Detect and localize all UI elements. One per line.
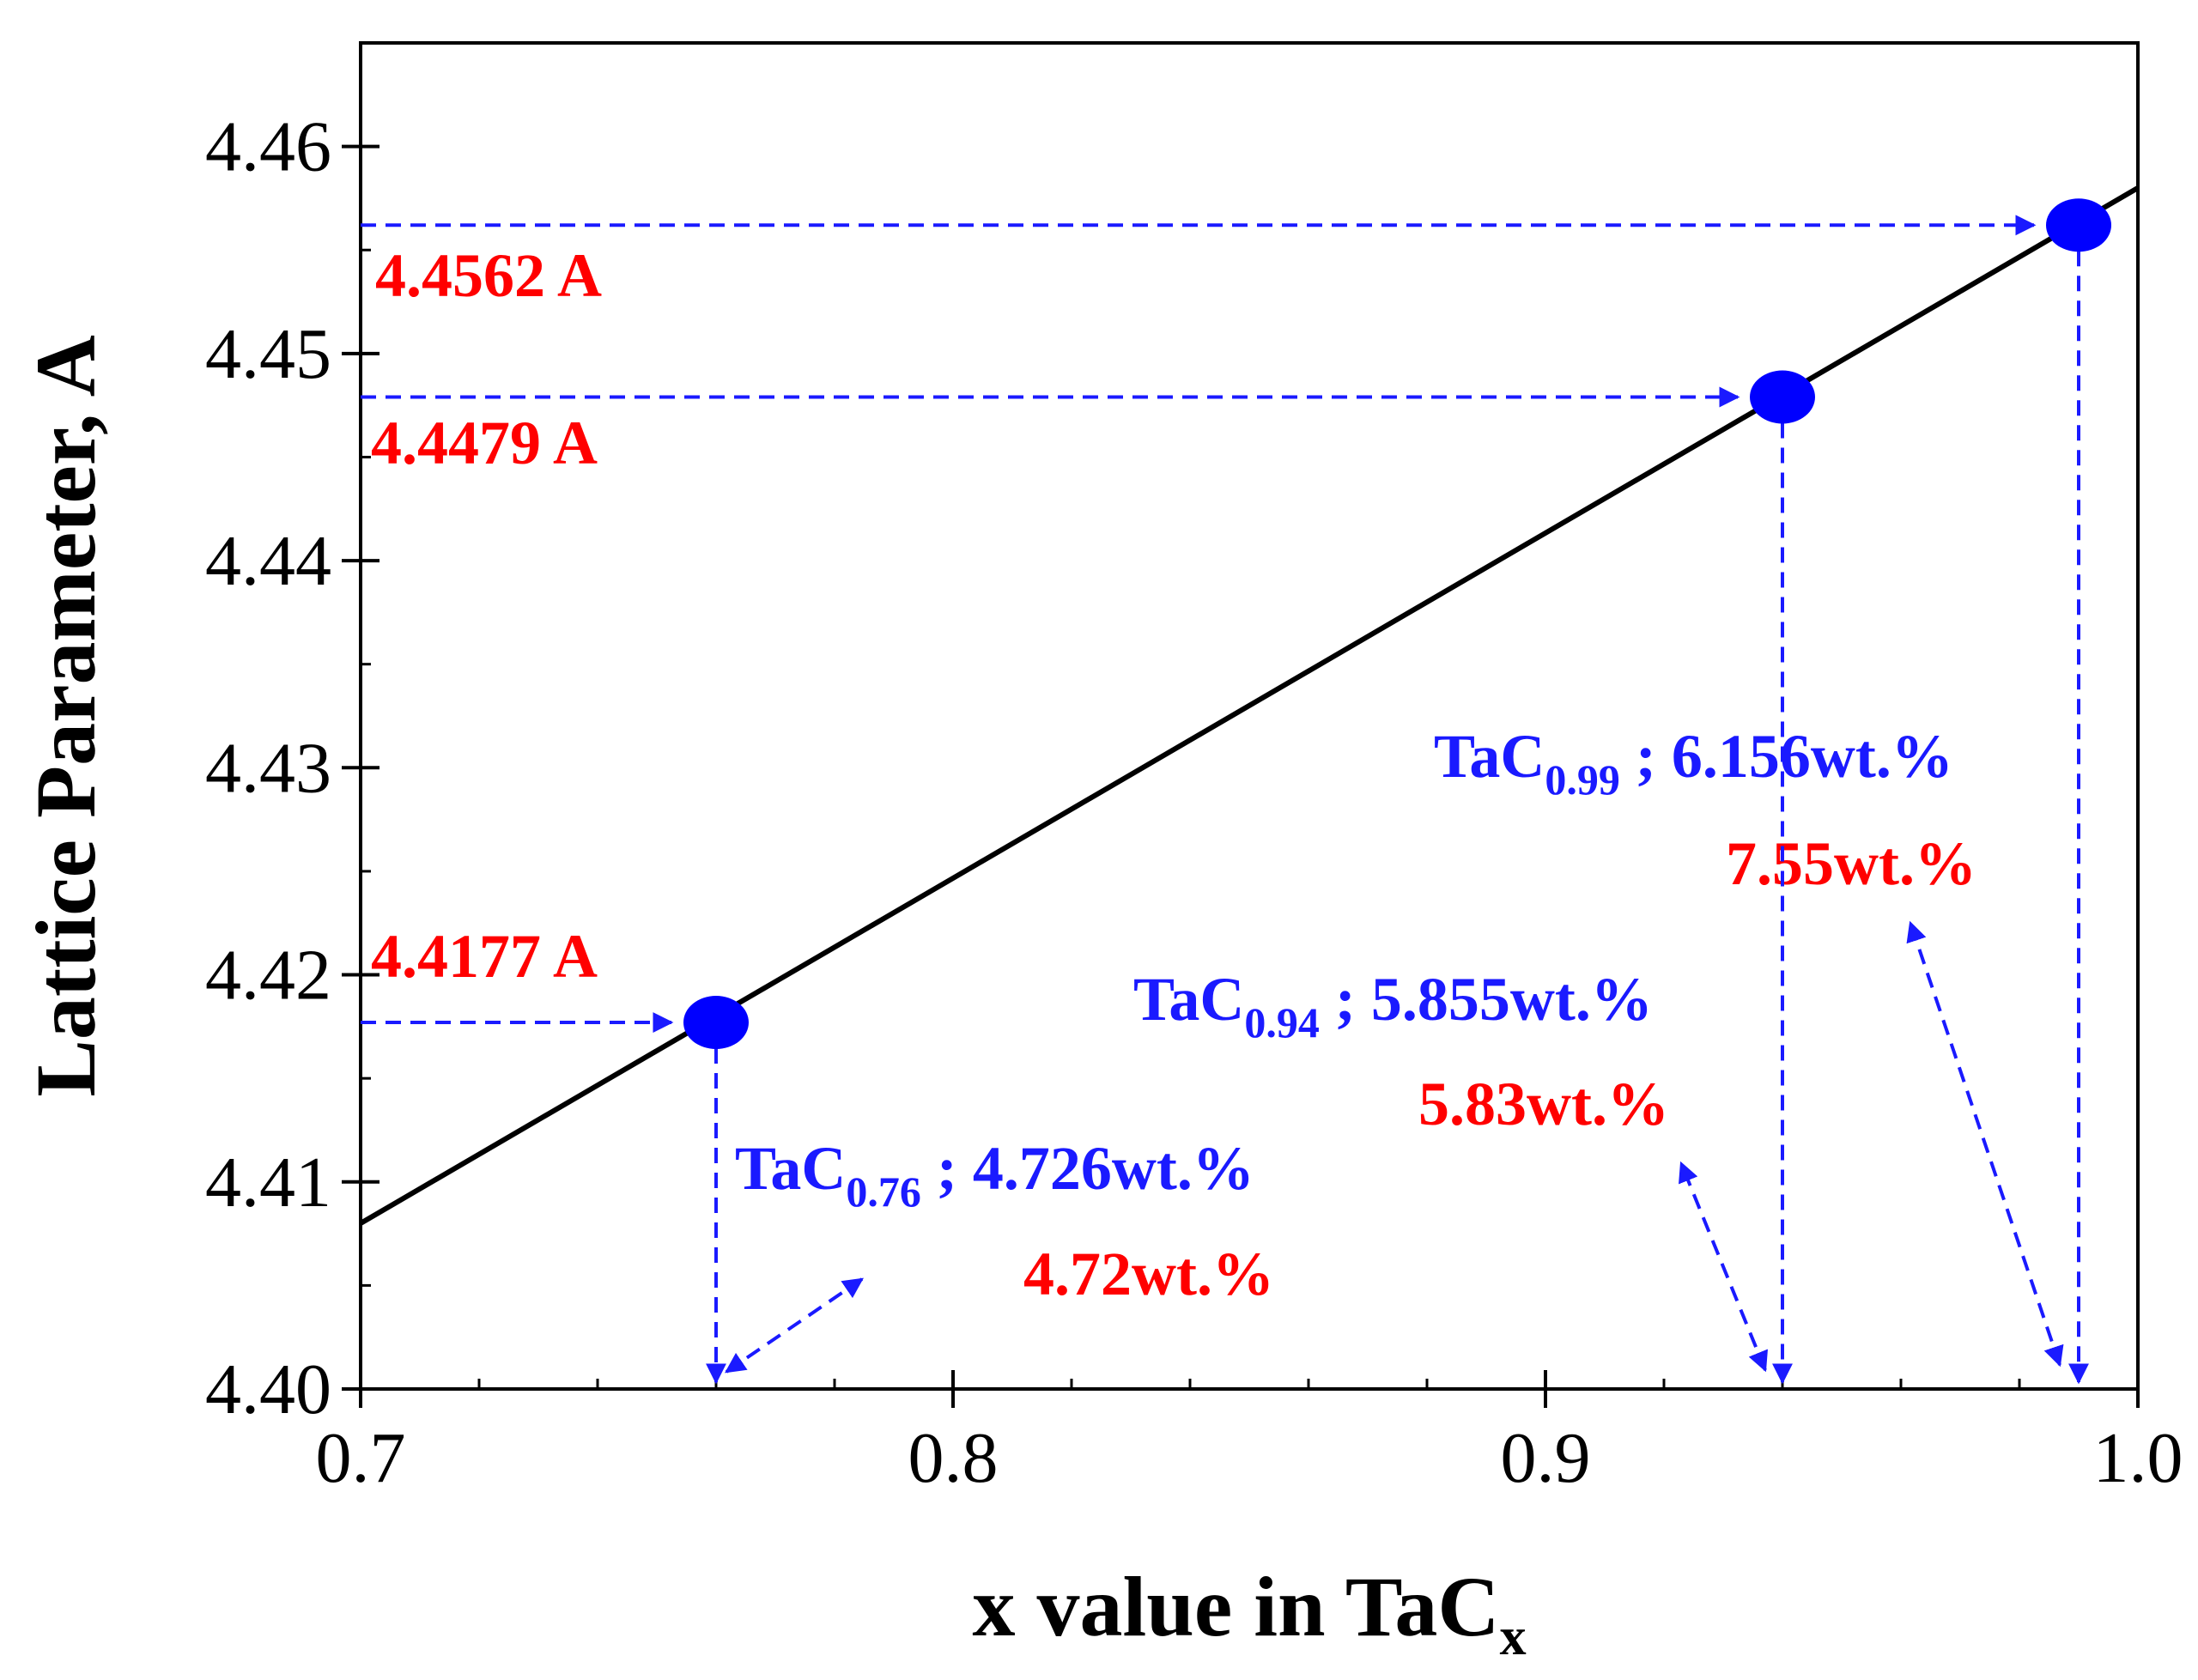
x-axis-title-main: x value in TaC (972, 1559, 1499, 1654)
fit-line (359, 185, 2140, 1226)
lattice-label-1: 4.4479 A (371, 409, 598, 477)
composition-label-1: TaC0.94 ; 5.855wt.% (1133, 965, 1653, 1046)
composition-subscript-2: 0.99 (1545, 755, 1620, 804)
diagonal-double-arrow (1679, 1161, 1768, 1373)
composition-wt-2: ; 6.156wt.% (1620, 722, 1953, 791)
data-point (1750, 370, 1815, 424)
y-axis-title: Lattice Parameter, A (18, 335, 113, 1097)
plot-frame (359, 41, 2140, 1391)
x-tick-label: 0.7 (316, 1418, 406, 1498)
x-tick-label: 0.9 (1501, 1418, 1591, 1498)
y-tick-label: 4.41 (205, 1143, 331, 1222)
composition-formula-0: TaC (735, 1134, 846, 1203)
y-tick-label: 4.43 (205, 728, 331, 808)
composition-subscript-1: 0.94 (1244, 998, 1320, 1046)
composition-formula-2: TaC (1434, 722, 1545, 791)
composition-wt-1: ; 5.855wt.% (1320, 965, 1653, 1034)
x-tick-label: 0.8 (908, 1418, 999, 1498)
diagonal-double-arrow (725, 1277, 864, 1374)
measured-label-0: 4.72wt.% (1023, 1240, 1274, 1308)
y-tick-label: 4.40 (205, 1349, 331, 1429)
composition-wt-0: ; 4.726wt.% (921, 1134, 1254, 1203)
data-point (683, 996, 749, 1050)
y-tick-label: 4.46 (205, 107, 331, 187)
measured-label-2: 7.55wt.% (1726, 829, 1976, 898)
x-axis-title-subscript: x (1500, 1608, 1527, 1666)
lattice-label-2: 4.4562 A (375, 241, 602, 310)
y-tick-label: 4.44 (205, 521, 331, 601)
composition-label-2: TaC0.99 ; 6.156wt.% (1434, 722, 1953, 804)
lattice-label-0: 4.4177 A (371, 922, 598, 991)
data-point (2046, 198, 2111, 252)
composition-subscript-0: 0.76 (846, 1168, 921, 1216)
measured-label-1: 5.83wt.% (1418, 1070, 1669, 1138)
x-axis-title: x value in TaCx (972, 1559, 1526, 1666)
diagonal-double-arrow (1906, 920, 2064, 1368)
y-tick-label: 4.45 (205, 314, 331, 394)
x-tick-label: 1.0 (2093, 1418, 2183, 1498)
composition-formula-1: TaC (1133, 965, 1244, 1034)
y-tick-label: 4.42 (205, 936, 331, 1016)
chart-marks: 4.40 4.41 4.42 4.43 4.44 4.45 4.46 0.7 0.8 0.9 1.0 (205, 41, 2183, 1498)
composition-label-0: TaC0.76 ; 4.726wt.% (735, 1134, 1254, 1216)
